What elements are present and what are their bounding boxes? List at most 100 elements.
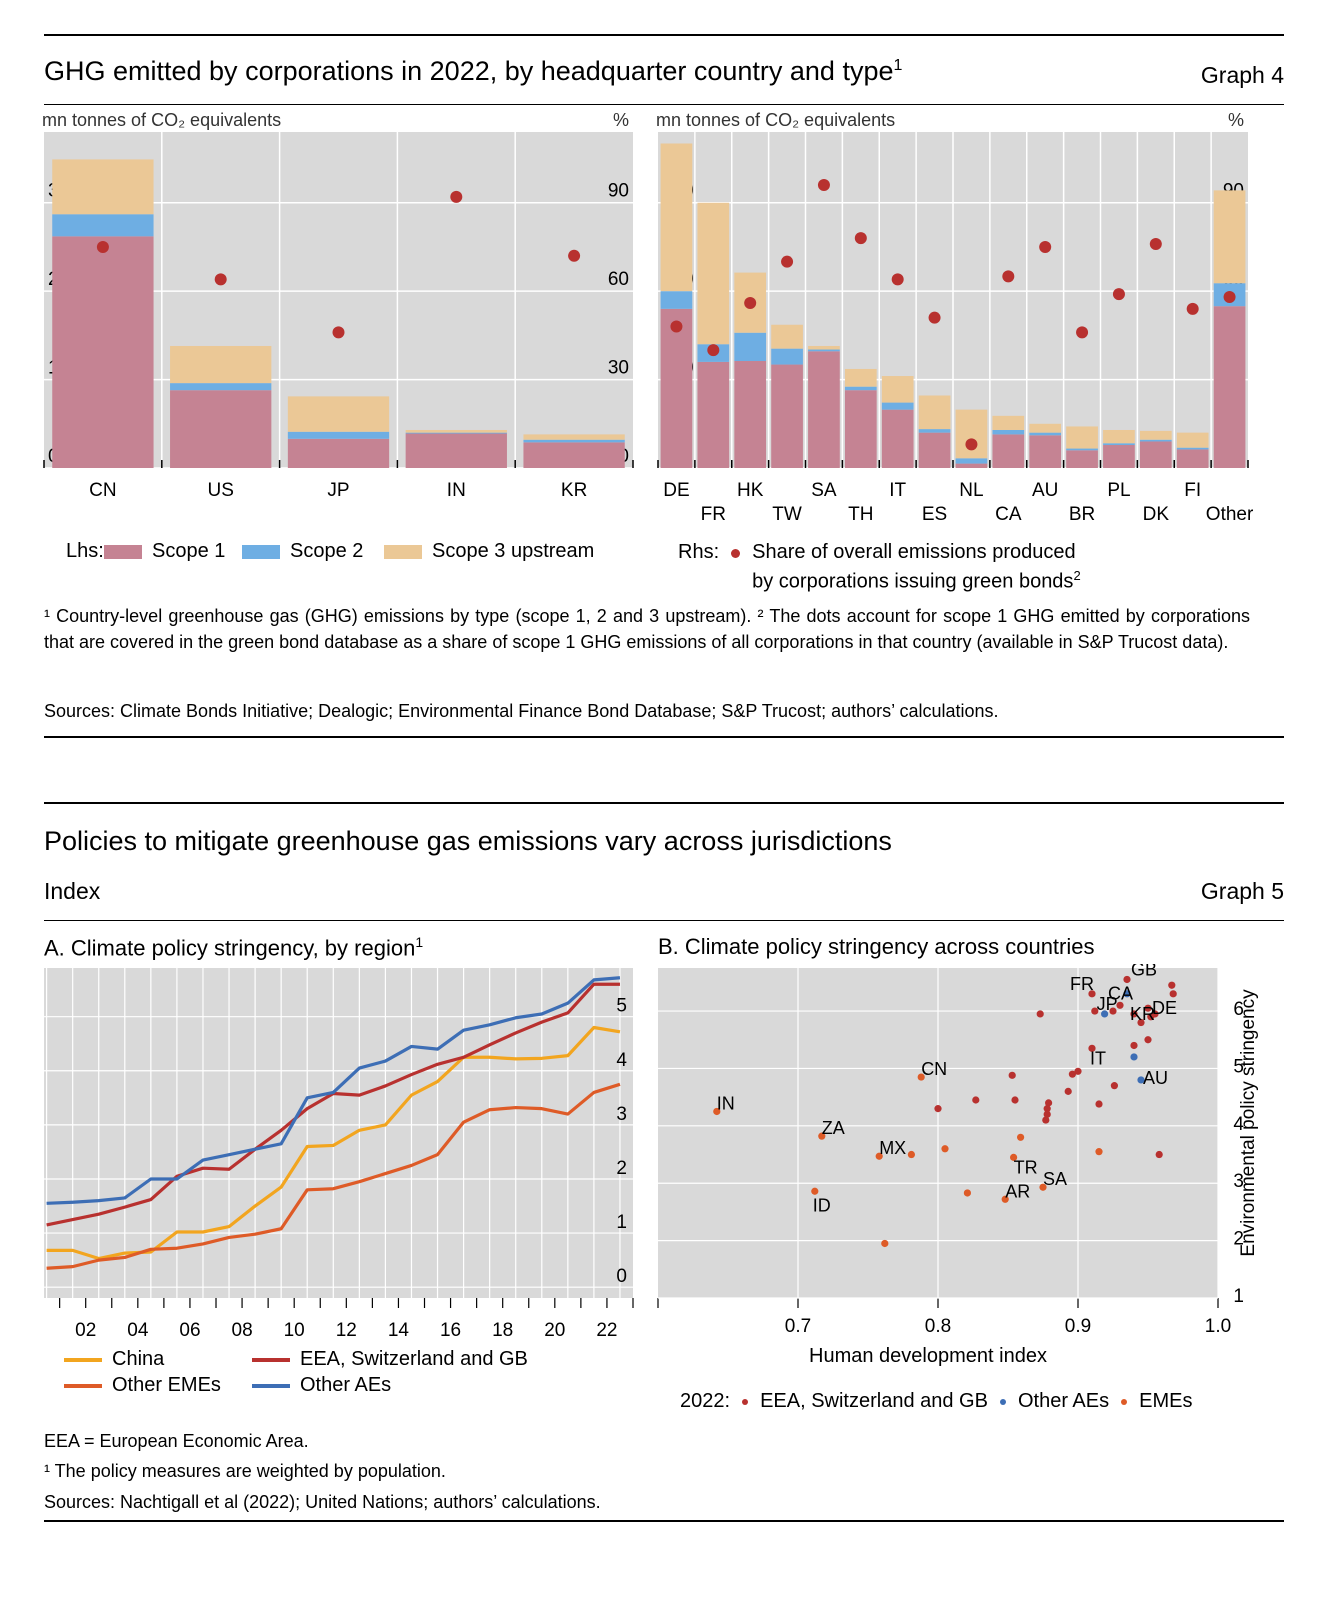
scatter-point bbox=[1116, 1001, 1124, 1009]
y-tick-label: 3 bbox=[616, 1104, 627, 1125]
share-dot bbox=[781, 255, 794, 268]
scatter-point bbox=[1091, 1007, 1099, 1015]
scope1-label: Scope 1 bbox=[152, 540, 226, 562]
legendB-aes-dot bbox=[999, 1398, 1006, 1405]
legend-scope2: Scope 2 bbox=[242, 540, 363, 563]
share-dot bbox=[450, 190, 463, 203]
point-label: MX bbox=[879, 1138, 906, 1158]
point-label: KR bbox=[1130, 1004, 1155, 1024]
share-dot bbox=[670, 320, 683, 333]
other-emes-swatch bbox=[64, 1383, 102, 1388]
bar-scope-3-upstream bbox=[918, 395, 951, 430]
bar-scope-2 bbox=[918, 429, 951, 433]
bar-scope-3-upstream bbox=[992, 415, 1025, 430]
y-tick-label: 6 bbox=[1233, 999, 1244, 1020]
scatter-point bbox=[1130, 1053, 1138, 1061]
x-tick-label: 06 bbox=[179, 1320, 200, 1341]
right-tick-label: 60 bbox=[608, 269, 629, 290]
right-tick-label: 30 bbox=[608, 358, 629, 379]
bar-scope-2 bbox=[1103, 443, 1135, 446]
bar-scope-2 bbox=[808, 349, 840, 352]
share-dot bbox=[707, 344, 720, 357]
graph4-title-rule bbox=[44, 104, 1284, 105]
share-dot bbox=[744, 296, 757, 309]
bar-scope-3-upstream bbox=[881, 376, 914, 403]
bar-scope-1 bbox=[955, 463, 988, 468]
bar-scope-3-upstream bbox=[844, 368, 877, 387]
x-tick-label: 04 bbox=[127, 1320, 149, 1341]
bar-scope-2 bbox=[660, 291, 693, 309]
share-dot-icon bbox=[731, 549, 741, 558]
scatter-point bbox=[1137, 1018, 1145, 1027]
bar-scope-3-upstream bbox=[405, 429, 507, 433]
plot-background bbox=[44, 968, 633, 1298]
bar-scope-3-upstream bbox=[287, 396, 390, 432]
graph4-top-rule bbox=[44, 34, 1284, 36]
line-other-aes bbox=[46, 976, 621, 1205]
x-tick-label: FR bbox=[701, 504, 726, 525]
x-tick-label: CN bbox=[89, 480, 116, 501]
scatter-point bbox=[963, 1189, 971, 1197]
bar-scope-2 bbox=[881, 402, 914, 410]
legend-other-aes: Other AEs bbox=[252, 1374, 391, 1397]
bar-scope-3-upstream bbox=[1213, 190, 1246, 284]
share-dot bbox=[817, 179, 830, 192]
point-label: FR bbox=[1070, 974, 1094, 994]
x-tick-label: SA bbox=[811, 480, 837, 501]
point-label: SA bbox=[1043, 1169, 1067, 1189]
point-label: IT bbox=[1090, 1048, 1106, 1068]
bar-scope-1 bbox=[405, 433, 507, 468]
x-tick-label: 0.9 bbox=[1065, 1316, 1091, 1337]
x-tick-label: IT bbox=[889, 480, 906, 501]
scatter-point bbox=[934, 1105, 942, 1113]
x-tick-label: HK bbox=[737, 480, 764, 501]
x-tick-label: AU bbox=[1032, 480, 1058, 501]
x-axis-label: Human development index bbox=[809, 1345, 1047, 1367]
bar-scope-2 bbox=[1176, 447, 1209, 450]
scatter-point bbox=[1095, 1148, 1103, 1156]
bar-scope-2 bbox=[523, 439, 625, 443]
point-label: ZA bbox=[822, 1118, 845, 1138]
scatter-point bbox=[713, 1107, 721, 1116]
graph5-note-eea: EEA = European Economic Area. bbox=[44, 1431, 309, 1451]
point-label: ID bbox=[813, 1195, 831, 1215]
share-dot bbox=[854, 232, 867, 245]
bar-scope-1 bbox=[660, 308, 693, 468]
left-axis-unit: mn tonnes of CO₂ equivalents bbox=[42, 110, 281, 130]
graph5-sources: Sources: Nachtigall et al (2022); United… bbox=[44, 1492, 601, 1512]
x-tick-label: PL bbox=[1107, 480, 1130, 501]
left-axis-unit: mn tonnes of CO₂ equivalents bbox=[656, 110, 895, 130]
right-tick-label: 90 bbox=[608, 181, 629, 202]
bar-scope-2 bbox=[287, 431, 390, 439]
x-tick-label: DE bbox=[663, 480, 689, 501]
x-tick-label: 12 bbox=[336, 1320, 357, 1341]
graph4-left-chart: mn tonnes of CO₂ equivalents%01,0002,000… bbox=[42, 110, 634, 501]
graph4-title: GHG emitted by corporations in 2022, by … bbox=[44, 56, 902, 87]
scatter-point bbox=[1109, 1007, 1117, 1015]
bar-scope-3-upstream bbox=[52, 159, 154, 215]
other-aes-swatch bbox=[252, 1383, 290, 1388]
scatter-point bbox=[1088, 990, 1096, 998]
scatter-point bbox=[1144, 1004, 1152, 1012]
bar-scope-1 bbox=[1139, 441, 1172, 468]
scatter-point bbox=[818, 1132, 826, 1140]
bar-scope-3-upstream bbox=[955, 409, 988, 459]
right-axis-unit: % bbox=[613, 110, 629, 130]
legendB-eea-label: EEA, Switzerland and GB bbox=[760, 1390, 988, 1412]
scatter-point bbox=[881, 1239, 889, 1248]
bar-scope-2 bbox=[1066, 448, 1098, 451]
y-tick-label: 1 bbox=[616, 1212, 627, 1233]
bar-scope-1 bbox=[1029, 435, 1062, 468]
bar-scope-2 bbox=[955, 458, 988, 464]
bar-scope-2 bbox=[405, 432, 507, 434]
y-tick-label: 2 bbox=[616, 1158, 627, 1179]
scatter-point bbox=[907, 1150, 915, 1159]
scatter-point bbox=[972, 1096, 980, 1104]
scatter-point bbox=[1043, 1105, 1051, 1113]
graph5-panelB-chart: 0.7 0.8 0.9 1.01 2 3 4 5 6 Human development inde… bbox=[657, 964, 1259, 1367]
y-tick-label: 1 bbox=[1233, 1286, 1244, 1307]
bar-scope-1 bbox=[808, 351, 840, 468]
scatter-point bbox=[1101, 1010, 1109, 1018]
scope2-label: Scope 2 bbox=[290, 540, 364, 562]
scatter-point bbox=[1168, 981, 1176, 989]
